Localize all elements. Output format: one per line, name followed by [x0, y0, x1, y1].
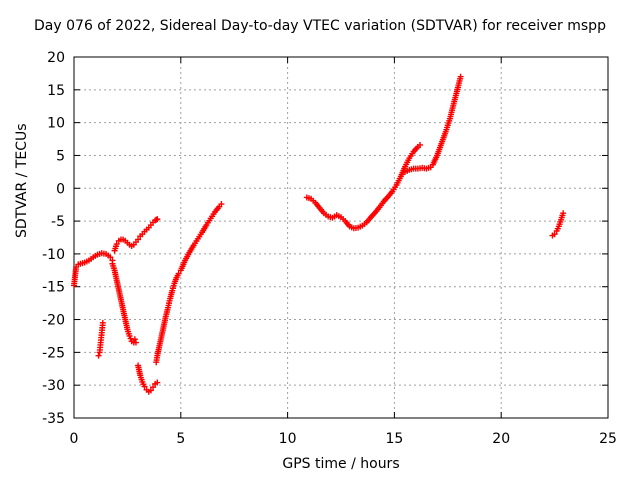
grid-lines: [74, 57, 608, 418]
x-tick-label: 25: [599, 431, 617, 447]
y-tick-label: 15: [47, 83, 65, 99]
data-point: [135, 236, 142, 243]
y-tick-label: 20: [47, 50, 65, 66]
data-point: [107, 254, 114, 261]
chart-title: Day 076 of 2022, Sidereal Day-to-day VTE…: [34, 18, 606, 34]
x-tick-label: 20: [492, 431, 510, 447]
data-point: [131, 336, 138, 343]
y-tick-label: 10: [47, 116, 65, 132]
data-point: [95, 352, 102, 359]
data-point: [551, 231, 558, 238]
data-point: [141, 383, 148, 390]
data-point: [417, 141, 424, 148]
data-point: [457, 73, 464, 80]
x-tick-label: 5: [176, 431, 185, 447]
data-point: [99, 319, 106, 326]
y-tick-label: -15: [42, 280, 65, 296]
y-tick-label: -35: [42, 411, 65, 427]
data-point: [175, 270, 182, 277]
y-tick-labels: -35 -30 -25 -20 -15 -10 -5 0 5 10 15 20: [42, 50, 65, 427]
data-point: [132, 339, 139, 346]
axis-ticks: [73, 56, 609, 419]
data-point: [560, 210, 567, 217]
y-tick-label: -30: [42, 378, 65, 394]
x-tick-label: 15: [385, 431, 403, 447]
x-tick-label: 10: [279, 431, 297, 447]
y-tick-label: -20: [42, 313, 65, 329]
y-tick-label: 0: [56, 181, 65, 197]
x-tick-labels: 0 5 10 15 20 25: [70, 431, 617, 447]
x-tick-label: 0: [70, 431, 79, 447]
y-tick-label: -10: [42, 247, 65, 263]
data-point: [154, 216, 161, 223]
data-point: [113, 241, 120, 248]
y-tick-label: 5: [56, 148, 65, 164]
data-point: [150, 384, 157, 391]
data-point: [218, 201, 225, 208]
x-axis-label: GPS time / hours: [282, 456, 400, 472]
y-tick-label: -25: [42, 345, 65, 361]
plot-frame: [73, 56, 609, 419]
y-tick-label: -5: [51, 214, 65, 230]
data-points: [71, 73, 567, 395]
data-point: [154, 379, 161, 386]
y-axis-label: SDTVAR / TECUs: [14, 123, 30, 238]
data-point: [147, 387, 154, 394]
